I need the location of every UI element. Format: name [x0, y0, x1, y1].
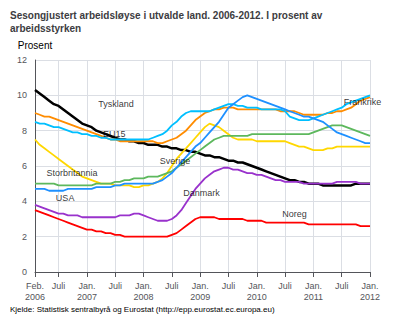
- svg-text:Jan.: Jan.: [192, 281, 209, 291]
- svg-text:Sverige: Sverige: [160, 156, 191, 166]
- svg-text:2010: 2010: [247, 292, 267, 302]
- svg-text:6: 6: [22, 161, 27, 171]
- svg-text:12: 12: [17, 55, 27, 65]
- svg-text:Frankrike: Frankrike: [344, 97, 382, 107]
- svg-text:Sesongjustert arbeidsløyse i u: Sesongjustert arbeidsløyse i utvalde lan…: [10, 10, 323, 21]
- svg-text:2: 2: [22, 232, 27, 242]
- svg-text:Juli: Juli: [108, 281, 122, 291]
- svg-text:8: 8: [22, 126, 27, 136]
- svg-text:2008: 2008: [134, 292, 154, 302]
- svg-text:Juli: Juli: [165, 281, 179, 291]
- svg-text:EU15: EU15: [103, 129, 126, 139]
- svg-text:Juli: Juli: [335, 281, 349, 291]
- svg-text:Juli: Juli: [52, 281, 66, 291]
- svg-text:Jan.: Jan.: [305, 281, 322, 291]
- svg-text:USA: USA: [56, 193, 75, 203]
- svg-text:Danmark: Danmark: [183, 188, 220, 198]
- svg-text:Storbritannia: Storbritannia: [46, 168, 97, 178]
- svg-text:Noreg: Noreg: [282, 209, 307, 219]
- svg-text:2007: 2007: [77, 292, 97, 302]
- svg-text:Prosent: Prosent: [18, 40, 53, 51]
- svg-text:2011: 2011: [304, 292, 323, 302]
- svg-text:Tyskland: Tyskland: [98, 99, 134, 109]
- svg-text:arbeidsstyrken: arbeidsstyrken: [10, 23, 81, 34]
- svg-text:2006: 2006: [25, 292, 45, 302]
- svg-text:0: 0: [22, 267, 27, 277]
- svg-text:2012: 2012: [360, 292, 380, 302]
- svg-text:Juli: Juli: [222, 281, 236, 291]
- svg-text:4: 4: [22, 196, 27, 206]
- svg-text:Jan.: Jan.: [361, 281, 378, 291]
- svg-text:Kjelde: Statistisk sentralbyrå: Kjelde: Statistisk sentralbyrå og Eurost…: [10, 305, 275, 314]
- svg-text:10: 10: [17, 90, 27, 100]
- svg-text:Juli: Juli: [278, 281, 292, 291]
- svg-text:2009: 2009: [190, 292, 210, 302]
- svg-text:Feb.: Feb.: [26, 281, 44, 291]
- svg-text:Jan.: Jan.: [78, 281, 95, 291]
- svg-text:Jan.: Jan.: [135, 281, 152, 291]
- svg-text:Jan.: Jan.: [248, 281, 265, 291]
